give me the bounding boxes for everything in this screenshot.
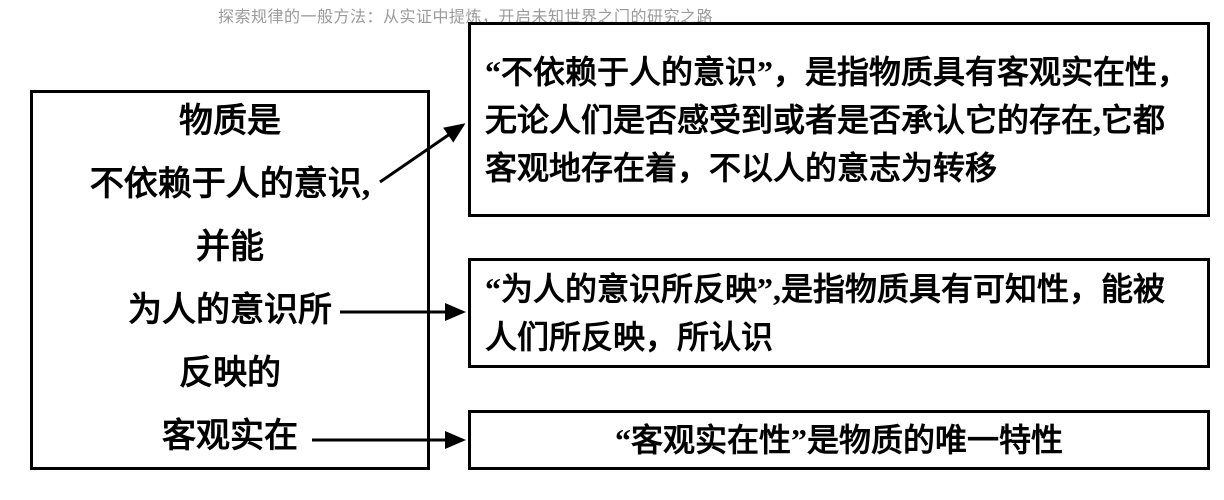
def-line-5: 反映的 (179, 343, 281, 406)
def-line-1: 物质是 (179, 91, 281, 154)
explanation-text-1: “不依赖于人的意识”，是指物质具有客观实在性，无论人们是否感受到或者是否承认它的… (485, 48, 1193, 192)
explanation-text-3: “客观实在性”是物质的唯一特性 (615, 416, 1063, 464)
def-line-4: 为人的意识所 (128, 280, 332, 343)
explanation-box-1: “不依赖于人的意识”，是指物质具有客观实在性，无论人们是否感受到或者是否承认它的… (468, 22, 1210, 217)
explanation-text-2: “为人的意识所反映”,是指物质具有可知性，能被人们所反映，所认识 (485, 265, 1193, 361)
def-line-2: 不依赖于人的意识, (90, 154, 371, 217)
def-line-6: 客观实在 (162, 406, 298, 469)
explanation-box-2: “为人的意识所反映”,是指物质具有可知性，能被人们所反映，所认识 (468, 258, 1210, 368)
definition-box: 物质是 不依赖于人的意识, 并能 为人的意识所 反映的 客观实在 (30, 90, 430, 470)
explanation-box-3: “客观实在性”是物质的唯一特性 (468, 410, 1210, 470)
def-line-3: 并能 (196, 217, 264, 280)
